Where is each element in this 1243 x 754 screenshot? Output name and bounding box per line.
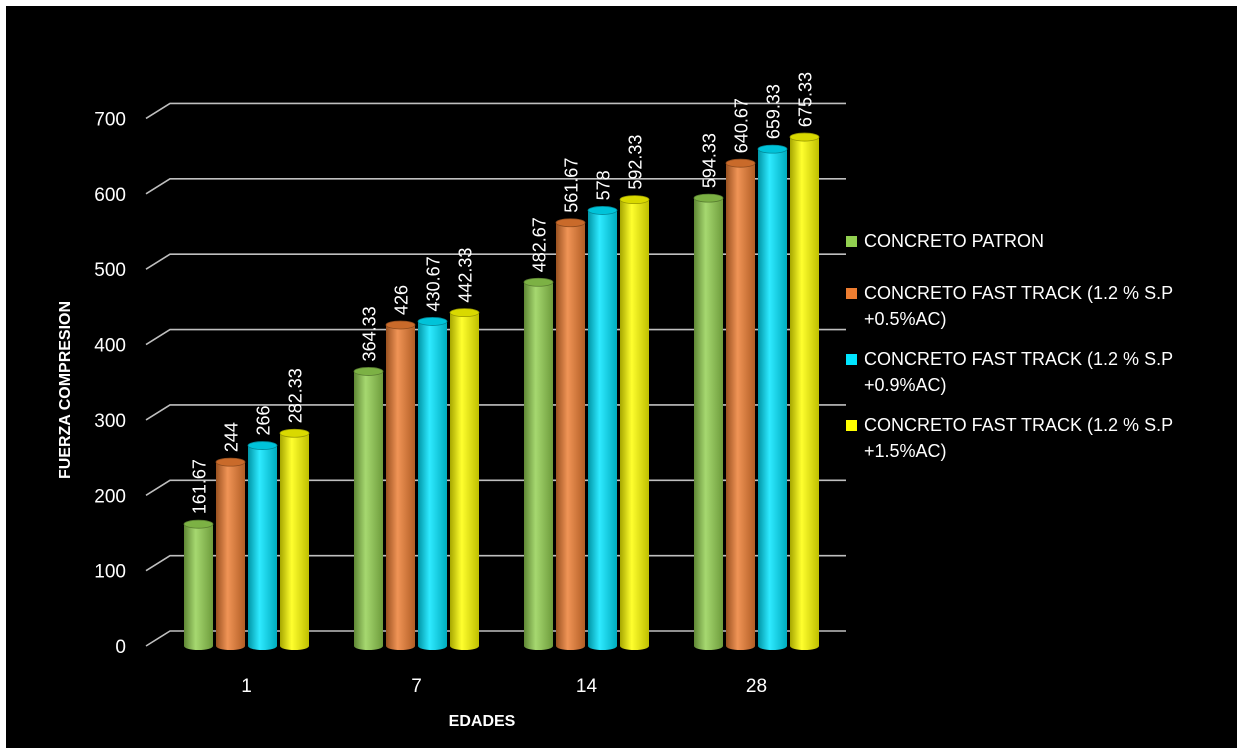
data-label: 659.33 [764, 84, 784, 139]
gridline [145, 178, 846, 195]
bar-top [247, 441, 278, 450]
data-label: 244 [222, 422, 242, 452]
data-label: 594.33 [700, 133, 720, 188]
y-tick-label: 500 [94, 260, 126, 281]
data-label: 430.67 [424, 256, 444, 311]
data-label: 161.67 [190, 459, 210, 514]
bar-top [789, 132, 820, 142]
legend-item-patron: CONCRETO PATRON [846, 228, 1226, 254]
bar-top [183, 519, 214, 529]
bars: 161.67 244 266 282.33 364.33 426 430.67 442.33 4… [183, 72, 820, 651]
legend-swatch [846, 288, 857, 299]
data-label: 675.33 [796, 72, 816, 127]
bar-top [353, 367, 384, 376]
legend: CONCRETO PATRON CONCRETO FAST TRACK (1.2… [846, 228, 1226, 478]
x-axis-title: EDADES [449, 713, 516, 730]
data-label: 640.67 [732, 98, 752, 153]
bar [524, 282, 553, 650]
bar-top [417, 317, 448, 326]
bar [418, 321, 447, 650]
x-tick-label: 7 [411, 676, 422, 697]
bar [588, 210, 617, 651]
legend-swatch [846, 354, 857, 365]
legend-swatch [846, 420, 857, 431]
chart-area: 0 100 200 300 400 500 600 700 161.67 244 266 282.3… [6, 6, 1237, 748]
bar-top [449, 308, 480, 318]
y-tick-label: 300 [94, 411, 126, 432]
data-label: 426 [392, 285, 412, 315]
y-tick-label: 100 [94, 562, 126, 583]
bar-top [757, 144, 788, 154]
bar-top [587, 206, 618, 215]
legend-item-fast-track-15: CONCRETO FAST TRACK (1.2 % S.P +1.5%AC) [846, 412, 1226, 464]
data-label: 282.33 [286, 368, 306, 423]
bar [184, 524, 213, 650]
bar [620, 199, 649, 650]
bar-top [215, 457, 246, 467]
bar [386, 324, 415, 650]
bar-top [523, 277, 554, 287]
x-axis-ticks: 1 7 14 28 [241, 676, 767, 697]
legend-item-fast-track-09: CONCRETO FAST TRACK (1.2 % S.P +0.9%AC) [846, 346, 1226, 398]
bar-top [725, 158, 756, 168]
legend-label: CONCRETO PATRON [864, 231, 1045, 251]
y-tick-label: 600 [94, 185, 126, 206]
data-label: 364.33 [360, 306, 380, 361]
legend-swatch [846, 236, 857, 247]
bar-top [385, 320, 416, 330]
bar-top [619, 195, 650, 205]
legend-label: CONCRETO FAST TRACK (1.2 % S.P +0.9%AC) [864, 349, 1173, 395]
x-tick-label: 14 [576, 676, 598, 697]
y-tick-label: 700 [94, 109, 126, 130]
y-tick-label: 400 [94, 336, 126, 357]
bar [354, 371, 383, 650]
bar [216, 462, 245, 650]
y-tick-label: 0 [115, 637, 126, 658]
gridline [145, 102, 846, 120]
legend-item-fast-track-05: CONCRETO FAST TRACK (1.2 % S.P +0.5%AC) [846, 280, 1226, 332]
y-tick-label: 200 [94, 486, 126, 507]
data-label: 578 [594, 170, 614, 200]
data-label: 442.33 [456, 248, 476, 303]
data-label: 561.67 [562, 158, 582, 213]
bar [280, 433, 309, 650]
bar [248, 445, 277, 650]
data-label: 482.67 [530, 217, 550, 272]
bar [790, 137, 819, 651]
x-tick-label: 1 [241, 676, 252, 697]
bar [450, 312, 479, 650]
data-label: 266 [254, 405, 274, 435]
bar-chart: 0 100 200 300 400 500 600 700 161.67 244 266 282.3… [57, 72, 846, 730]
legend-label: CONCRETO FAST TRACK (1.2 % S.P +0.5%AC) [864, 283, 1173, 329]
gridlines [145, 102, 846, 647]
bar [726, 163, 755, 650]
x-tick-label: 28 [746, 676, 767, 697]
legend-label: CONCRETO FAST TRACK (1.2 % S.P +1.5%AC) [864, 415, 1173, 461]
bar-top [693, 193, 724, 203]
bar-top [555, 218, 586, 228]
data-label: 592.33 [626, 135, 646, 190]
bar [556, 222, 585, 650]
bar-top [279, 428, 310, 438]
bar [694, 198, 723, 650]
y-axis-ticks: 0 100 200 300 400 500 600 700 [94, 109, 126, 658]
y-axis-title: FUERZA COMPRESION [57, 301, 74, 479]
bar [758, 149, 787, 650]
